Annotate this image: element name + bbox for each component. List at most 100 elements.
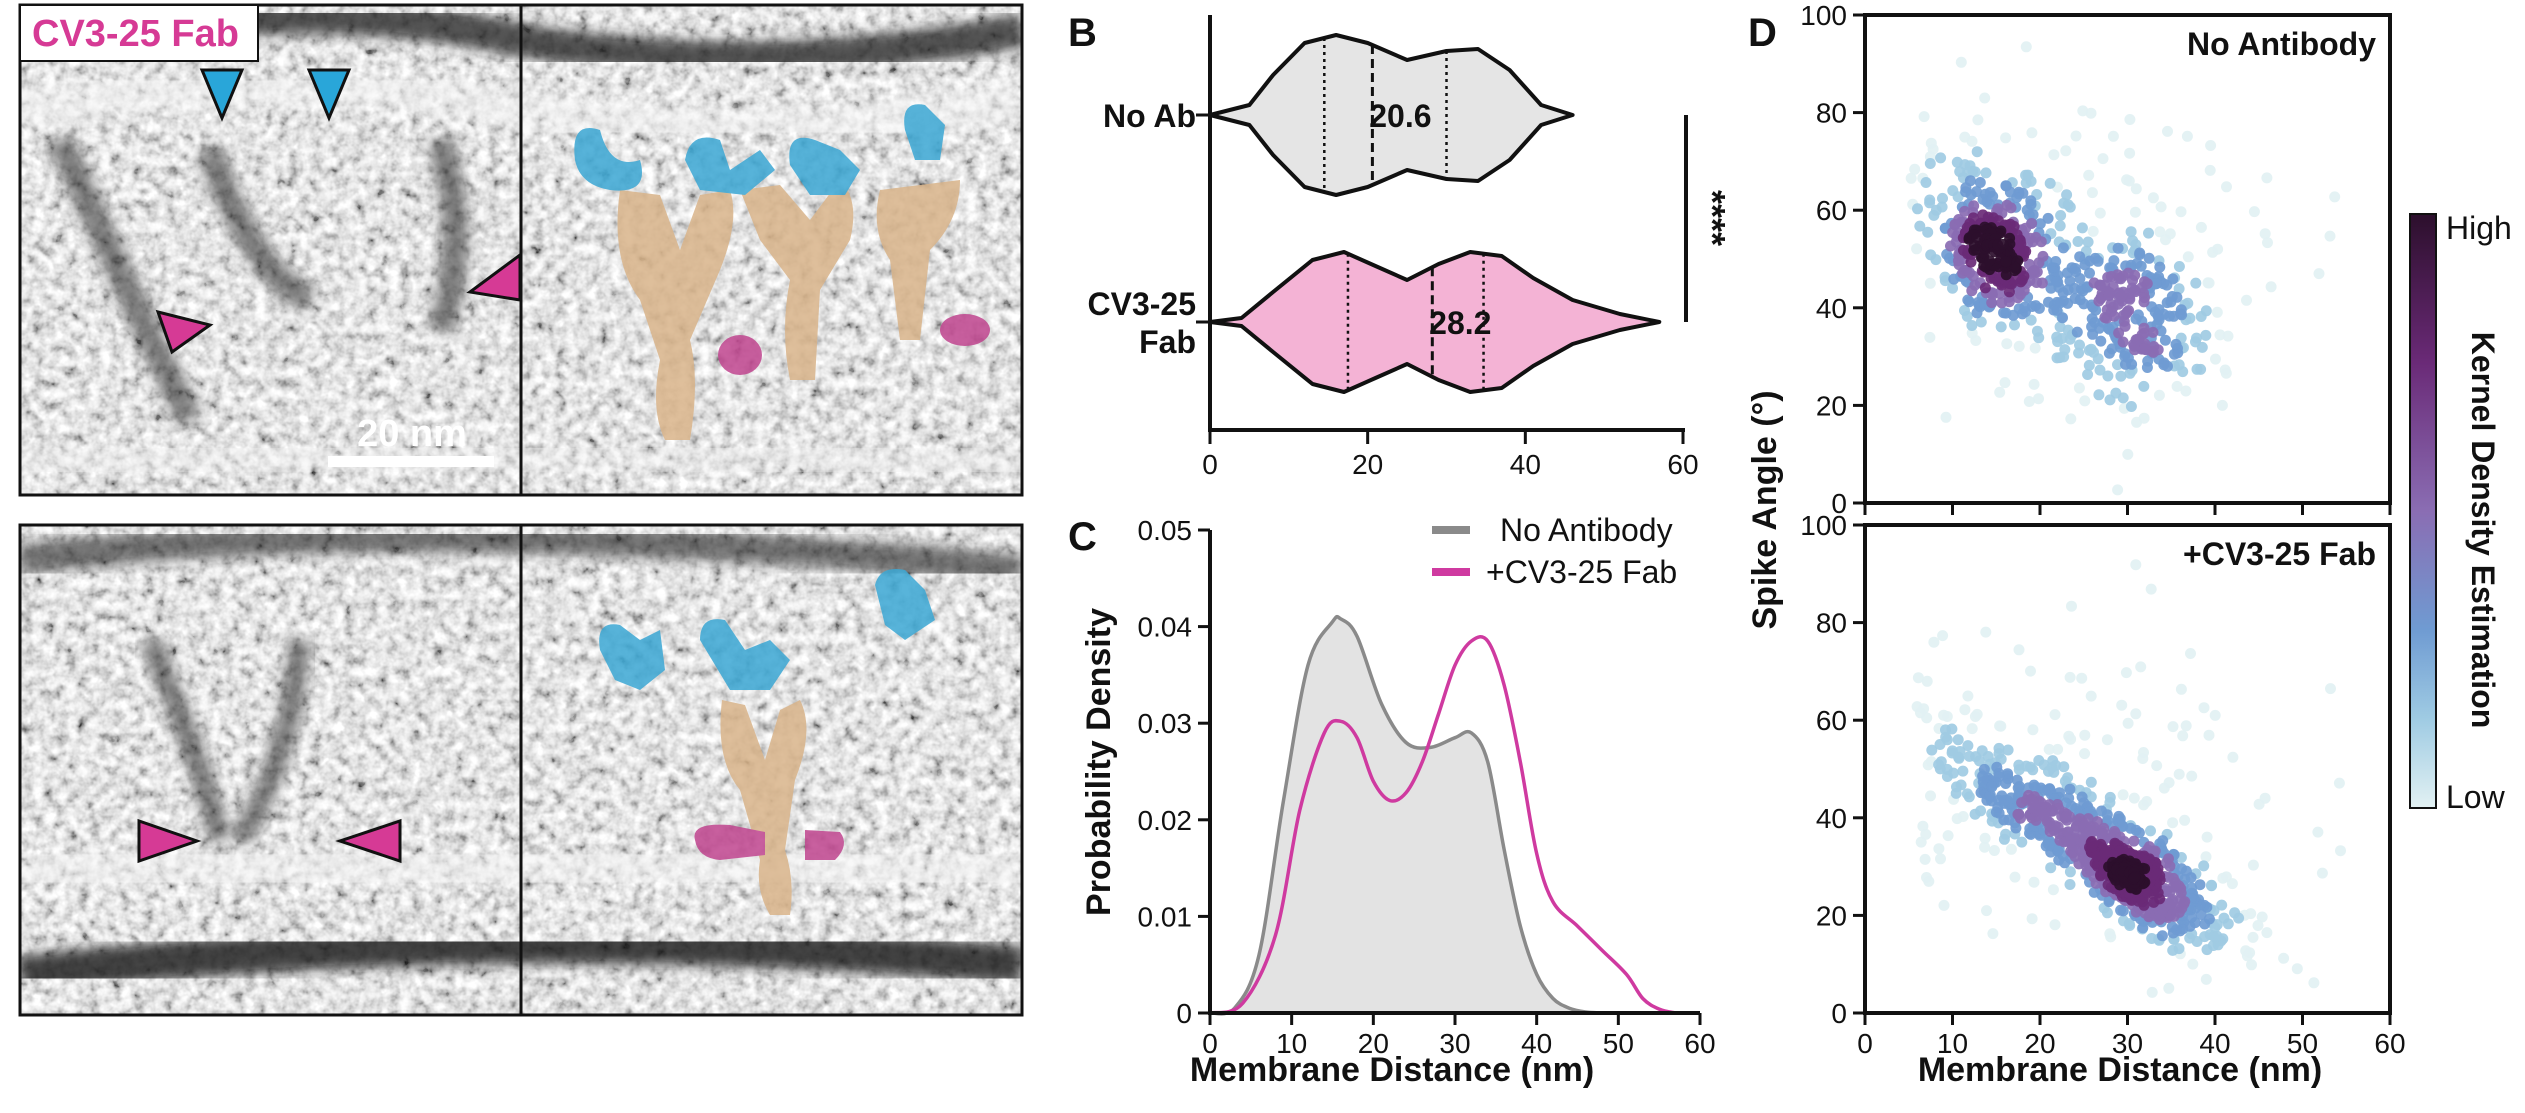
scatter-point — [2095, 335, 2107, 347]
scatter-point — [2120, 667, 2132, 679]
scatter-point — [2156, 930, 2168, 942]
scatter-point — [2096, 805, 2107, 817]
scatter-point — [2125, 401, 2137, 412]
scatter-point — [1988, 845, 2000, 856]
scatter-point — [2069, 263, 2081, 274]
scatter-title: +CV3-25 Fab — [2183, 536, 2376, 572]
scatter-point — [2048, 766, 2060, 778]
scatter-point — [2256, 911, 2268, 923]
scatter-point — [2049, 709, 2061, 721]
y-tick-label: 20 — [1816, 900, 1847, 931]
scatter-point — [2158, 782, 2170, 794]
x-tick-label: 40 — [1510, 449, 1541, 480]
significance-stars: **** — [1692, 190, 1733, 246]
scatter-point — [2248, 206, 2260, 218]
scatter-point — [2191, 363, 2203, 375]
scatter-point — [1986, 297, 1998, 309]
scatter-point — [2085, 776, 2097, 788]
scatter-point — [2201, 831, 2213, 843]
scatter-point — [2079, 259, 2091, 271]
scale-bar-label: 20 nm — [357, 413, 467, 455]
scatter-point — [2207, 246, 2219, 258]
median-label: 20.6 — [1369, 98, 1431, 134]
scatter-point — [1928, 636, 1940, 648]
scatter-point — [2173, 261, 2185, 272]
scatter-point — [1972, 114, 1984, 126]
scatter-point — [2057, 242, 2069, 254]
scatter-point — [2205, 140, 2217, 151]
scatter-point — [2092, 255, 2104, 267]
scatter-point — [2047, 884, 2059, 896]
scatter-point — [2043, 743, 2055, 755]
category-label: CV3-25 — [1088, 286, 1197, 322]
scatter-point — [1920, 828, 1932, 840]
scatter-point — [2085, 690, 2097, 702]
scatter-point — [2145, 583, 2157, 595]
scatter-point — [2130, 708, 2142, 720]
scatter-point — [2173, 768, 2185, 780]
scatter-point — [1930, 254, 1942, 266]
scatter-point — [2147, 326, 2159, 338]
scatter-point — [2211, 306, 2223, 318]
y-tick-label: 100 — [1800, 0, 1847, 31]
scatter-point — [1984, 255, 1996, 267]
scatter-point — [1921, 712, 1933, 724]
scatter-point — [2030, 300, 2042, 312]
panel-a: CV3-25 Fab 20 nm — [18, 3, 1024, 1017]
scatter-point — [2167, 817, 2179, 829]
series-line-no-antibody — [1209, 614, 1603, 1016]
scatter-plot-no-antibody: No Antibody 0 20 40 60 80 100 — [1800, 0, 2392, 519]
scatter-point — [2013, 340, 2025, 352]
scatter-point — [1914, 220, 1926, 232]
scatter-point — [2065, 834, 2076, 846]
scatter-point — [2052, 821, 2064, 833]
scatter-point — [1937, 192, 1948, 204]
scatter-point — [1935, 152, 1947, 164]
scatter-point — [2229, 907, 2241, 919]
y-tick-label: 60 — [1816, 705, 1847, 736]
scatter-point — [2117, 336, 2129, 348]
scatter-point — [2033, 393, 2044, 405]
y-tick-label: 60 — [1816, 195, 1847, 226]
scatter-point — [2094, 364, 2106, 376]
scatter-point — [1971, 146, 1983, 158]
scatter-point — [1946, 747, 1958, 759]
scatter-point — [2065, 413, 2077, 425]
scatter-point — [2000, 778, 2012, 789]
scatter-point — [1999, 377, 2011, 389]
scatter-point — [1981, 196, 1993, 208]
scatter-point — [2115, 370, 2127, 382]
scatter-point — [1938, 709, 1950, 721]
scatter-point — [2160, 857, 2172, 869]
scatter-point — [2216, 899, 2228, 911]
scatter-point — [2064, 671, 2076, 683]
scatter-point — [2061, 814, 2073, 826]
scatter-point — [2241, 294, 2252, 306]
scatter-point — [1939, 271, 1951, 283]
y-tick-label: 0.05 — [1138, 515, 1193, 546]
scatter-point — [2083, 169, 2095, 181]
scatter-point — [1921, 872, 1932, 883]
x-tick-label: 40 — [1521, 1028, 1552, 1059]
scatter-point — [1962, 740, 1974, 752]
scatter-point — [1973, 755, 1985, 767]
scatter-point — [1946, 723, 1958, 735]
scatter-point — [2154, 261, 2166, 273]
colorbar-title: Kernel Density Estimation — [2465, 332, 2501, 729]
d-y-axis-label: Spike Angle (°) — [1746, 390, 1784, 629]
scatter-point — [2187, 958, 2199, 970]
scatter-point — [2199, 918, 2211, 930]
scatter-point — [2023, 258, 2035, 270]
scatter-point — [2116, 699, 2128, 711]
legend: No Antibody +CV3-25 Fab — [1432, 512, 1677, 590]
scatter-point — [2009, 871, 2021, 883]
scatter-point — [2102, 370, 2114, 382]
y-tick-label: 0.01 — [1138, 901, 1193, 932]
scatter-point — [1977, 776, 1989, 788]
scatter-plot-cv3-25-fab: +CV3-25 Fab 0 10 20 30 40 50 60 0 20 40 60 80 100 — [1800, 510, 2405, 1059]
scatter-point — [2329, 191, 2341, 203]
scatter-point — [2122, 352, 2134, 364]
scatter-point — [2110, 387, 2122, 399]
scatter-point — [2117, 286, 2129, 298]
scatter-point — [1933, 843, 1945, 855]
